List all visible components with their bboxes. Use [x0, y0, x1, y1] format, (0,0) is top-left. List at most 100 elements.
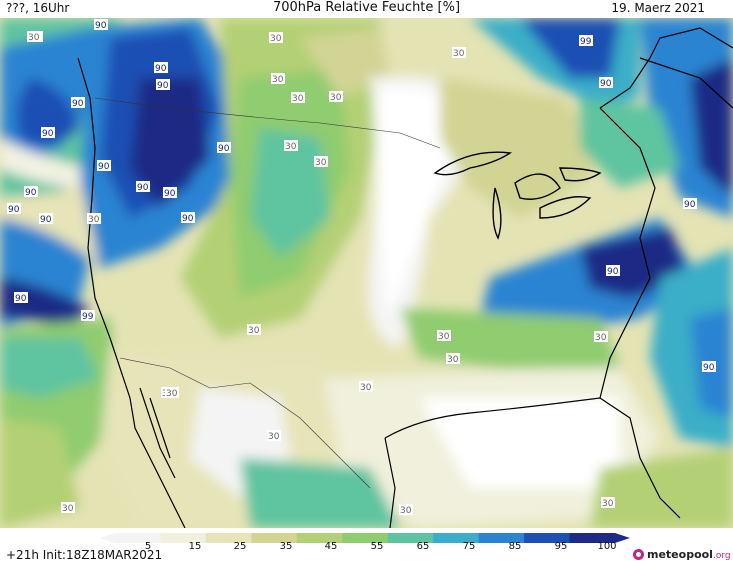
borders [94, 97, 441, 489]
contour-label: 30 [270, 34, 282, 44]
legend-tick: 95 [554, 541, 568, 552]
map-title: 700hPa Relative Feuchte [%] [272, 0, 461, 15]
contour-label-bg [163, 187, 177, 198]
contour-label-bg [87, 213, 101, 224]
contour-label: 90 [155, 64, 167, 74]
contour-label-bg [269, 32, 283, 43]
legend-swatch [205, 533, 252, 543]
contour-label: 90 [607, 267, 619, 277]
contour-label-bg [217, 142, 231, 153]
meteopool-logo-icon [633, 548, 644, 560]
contour-label-bg [165, 387, 179, 398]
contour-label: 30 [315, 158, 327, 168]
contour-label: 90 [684, 200, 696, 210]
contour-label-bg [702, 361, 716, 372]
contour-label-bg [247, 324, 261, 335]
contour-label-bg [452, 47, 466, 58]
contour-label: 99 [82, 312, 94, 322]
contour-label: 30 [602, 499, 614, 509]
legend-swatch [387, 533, 434, 543]
contour-label-bg [41, 127, 55, 138]
legend-tick: 65 [416, 541, 430, 552]
legend-tick: 75 [462, 541, 476, 552]
humidity-field [0, 18, 733, 528]
legend-tick: 55 [370, 541, 384, 552]
contour-label: 30 [28, 33, 40, 43]
contour-label: 30 [595, 333, 607, 343]
contour-label-bg [329, 91, 343, 102]
forecast-date: 19. Maerz 2021 [611, 1, 705, 15]
contour-label: 90 [703, 363, 715, 373]
contour-label-bg [599, 77, 613, 88]
contour-label-bg [683, 198, 697, 209]
contour-label-bg [61, 502, 75, 513]
contour-label: 30 [438, 332, 450, 342]
legend-tick: 5 [144, 541, 152, 552]
contour-label: 30 [400, 506, 412, 516]
contour-label: 90 [218, 144, 230, 154]
meteopool-logo[interactable]: meteopool.org [633, 547, 731, 561]
legend-tick: 15 [188, 541, 202, 552]
legend-swatch [478, 533, 525, 543]
contour-label: 30 [330, 93, 342, 103]
legend-swatch [524, 533, 571, 543]
contour-label-bg [271, 73, 285, 84]
contour-label-bg [27, 31, 41, 42]
legend-low-arrow [100, 533, 115, 543]
legend-swatch [115, 533, 161, 543]
header-bar: ???, 16Uhr 700hPa Relative Feuchte [%] 1… [0, 0, 733, 18]
contour-label: 30 [166, 389, 178, 399]
legend-swatch [342, 533, 389, 543]
legend-high-arrow [615, 533, 630, 543]
contour-label: 90 [42, 129, 54, 139]
contour-label: 90 [40, 215, 52, 225]
contour-label: 30 [285, 142, 297, 152]
contour-label-bg [446, 353, 460, 364]
contour-label: 90 [98, 162, 110, 172]
contour-label: 90 [600, 79, 612, 89]
contour-label-bg [94, 19, 108, 30]
contour-label-bg [437, 330, 451, 341]
legend-swatch [433, 533, 480, 543]
contour-label-bg [7, 203, 21, 214]
init-time-label: +21h Init:18Z18MAR2021 [6, 548, 163, 562]
contour-labels: 90 30 90 90 90 90 90 90 90 90 90 90 90 30 30 30 30 30 30 30… [7, 19, 716, 516]
coastlines [77, 27, 733, 528]
contour-label-bg [314, 156, 328, 167]
contour-label: 30 [88, 215, 100, 225]
legend-swatch [569, 533, 616, 543]
contour-label: 90 [157, 81, 169, 91]
contour-label-bg [39, 213, 53, 224]
contour-label: 30 [268, 432, 280, 442]
contour-label: 90 [15, 294, 27, 304]
contour-label: 90 [25, 188, 37, 198]
contour-label: 30 [447, 355, 459, 365]
contour-label-bg [136, 181, 150, 192]
color-legend [100, 533, 630, 543]
legend-tick: 100 [597, 541, 617, 552]
contour-label: 30 [453, 49, 465, 59]
contour-label: 30 [248, 326, 260, 336]
contour-label: 90 [182, 214, 194, 224]
contour-label-bg [594, 331, 608, 342]
contour-label: 90 [95, 21, 107, 31]
legend-tick: 25 [233, 541, 247, 552]
contour-label-bg [606, 265, 620, 276]
contour-label-bg [181, 212, 195, 223]
legend-tick: 45 [324, 541, 338, 552]
contour-label: 90 [72, 99, 84, 109]
footer-bar: 5 15 25 35 45 55 65 75 85 95 100 +21h Init:18Z18MA… [0, 528, 733, 566]
contour-label-bg [71, 97, 85, 108]
contour-label-bg [24, 186, 38, 197]
contour-label-bg [267, 430, 281, 441]
contour-label-bg [579, 35, 593, 46]
legend-tick: 35 [279, 541, 293, 552]
contour-label: 30 [272, 75, 284, 85]
contour-label: 90 [164, 189, 176, 199]
contour-label-bg [154, 62, 168, 73]
logo-text: meteopool.org [647, 547, 731, 561]
contour-label: 90 [137, 183, 149, 193]
contour-label-bg [81, 310, 95, 321]
contour-label-bg [97, 160, 111, 171]
contour-label: 99 [580, 37, 592, 47]
